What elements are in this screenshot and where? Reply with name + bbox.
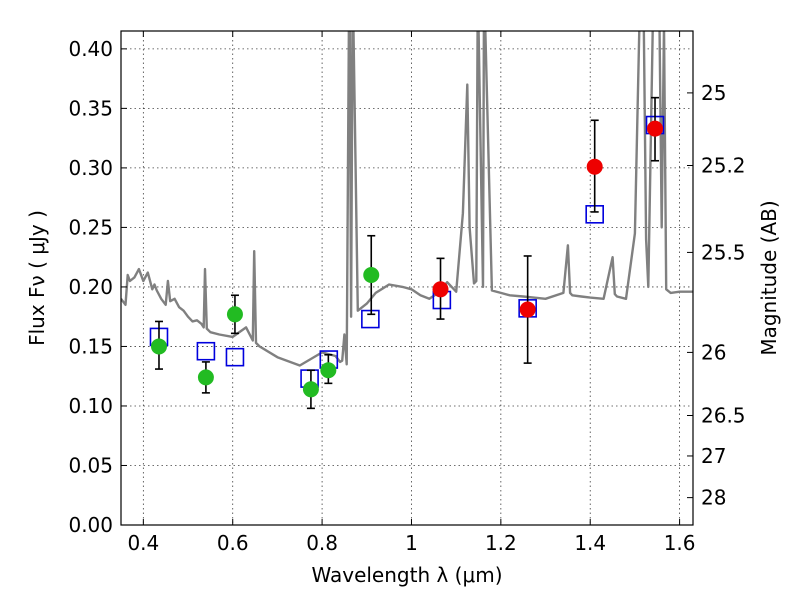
y2-tick-label: 28 [701,486,726,510]
y-tick-label: 0.30 [68,156,113,180]
green-flux-point [226,306,243,323]
model-flux-square [361,309,380,329]
y2-tick-label: 26.5 [701,403,746,427]
y-axis: 0.00 0.05 0.10 0.15 0.20 0.25 0.30 0.35 0.40 [68,37,127,537]
y2-tick-label: 25.5 [701,240,746,264]
x-axis: 0.4 0.6 0.8 1 1.2 1.4 1.6 [127,31,696,555]
green-flux-point [320,362,337,379]
model-flux-square [196,341,216,361]
y2-tick-label: 26 [701,340,726,364]
x-tick-label: 1.2 [485,531,517,555]
model-flux-square [225,347,245,367]
x-axis-title: Wavelength λ (μm) [311,563,502,587]
x-tick-label: 1.6 [664,531,696,555]
y2-tick-label: 25 [701,81,726,105]
green-flux-point [150,338,167,355]
green-flux-point [197,369,214,386]
spectrum-layer [121,31,693,367]
y-tick-label: 0.00 [68,513,113,537]
x-tick-label: 1.4 [574,531,606,555]
red-flux-point [647,120,664,137]
y2-axis-title: Magnitude (AB) [757,200,781,355]
x-tick-label: 0.4 [127,531,159,555]
y-axis-title: Flux Fν ( μJy ) [25,210,49,346]
red-flux-point [586,158,603,175]
y-tick-label: 0.20 [68,275,113,299]
green-flux-point [363,267,380,284]
red-flux-point [432,281,449,298]
red-flux-point [519,301,536,318]
y-tick-label: 0.15 [68,334,113,358]
points-layer [149,96,665,410]
y-tick-label: 0.10 [68,394,113,418]
y-tick-label: 0.35 [68,96,113,120]
plot-frame [120,30,694,526]
y-tick-label: 0.40 [68,37,113,61]
y2-axis: 25 25.2 25.5 26 26.5 27 28 [687,81,746,510]
x-tick-label: 1 [405,531,418,555]
x-tick-label: 0.6 [217,531,249,555]
y-tick-label: 0.05 [68,453,113,477]
green-flux-point [302,381,319,398]
y2-tick-label: 27 [701,444,726,468]
y2-tick-label: 25.2 [701,154,746,178]
sed-spectrum-line [121,31,693,367]
y-tick-label: 0.25 [68,215,113,239]
x-tick-label: 0.8 [306,531,338,555]
